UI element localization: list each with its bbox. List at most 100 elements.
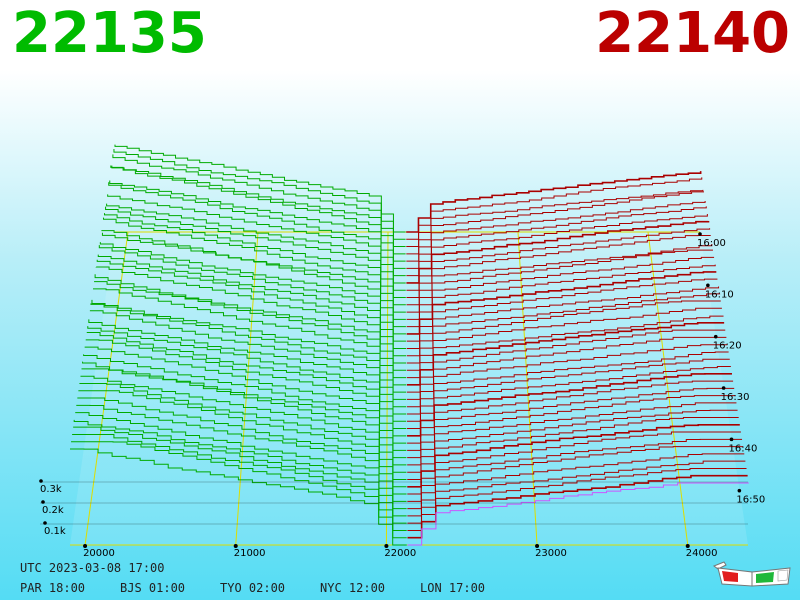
bid-depth-line-7 <box>107 194 406 284</box>
volume-tick-label-0: 0.1k <box>44 526 66 537</box>
price-tick-label-4: 24000 <box>686 548 718 559</box>
ask-depth-line-43 <box>407 482 749 546</box>
bid-depth-line-0 <box>114 144 406 233</box>
bid-depth-line-31 <box>82 361 407 459</box>
ask-depth-line-1 <box>406 177 703 240</box>
bid-depth-line-26 <box>87 326 407 422</box>
timezone-clocks: PAR 18:00 BJS 01:00 TYO 02:00 NYC 12:00 … <box>20 581 485 595</box>
ask-price: 22140 <box>595 1 790 66</box>
bid-depth-line-8 <box>106 203 406 291</box>
ask-depth-line-28 <box>407 373 732 437</box>
time-tick-label-5: 16:50 <box>736 495 765 506</box>
utc-time: UTC 2023-03-08 17:00 <box>20 561 165 575</box>
bid-depth-line-10 <box>104 213 406 306</box>
bid-depth-line-35 <box>78 390 407 488</box>
grid-line-price-3 <box>517 231 538 546</box>
ask-depth-line-12 <box>406 256 715 320</box>
volume-tick-label-1: 0.2k <box>42 505 64 516</box>
3d-glasses-icon[interactable] <box>712 560 794 590</box>
ask-depth-line-30 <box>407 387 735 451</box>
ask-depth-line-29 <box>407 380 734 444</box>
price-tick-label-1: 21000 <box>234 548 266 559</box>
bid-depth-line-28 <box>85 339 407 437</box>
price-tick-dot-3 <box>535 544 540 548</box>
bid-depth-line-13 <box>101 230 406 328</box>
bid-depth-line-20 <box>94 281 407 379</box>
volume-tick-dot-1 <box>41 500 45 504</box>
time-tick-dot-1 <box>706 283 710 288</box>
grid-line-price-1 <box>235 231 259 546</box>
ask-depth-line-42 <box>407 474 748 539</box>
ask-depth-line-14 <box>406 271 717 335</box>
bid-depth-line-37 <box>76 404 407 502</box>
bid-depth-line-1 <box>113 148 406 240</box>
bid-depth-line-32 <box>81 368 407 466</box>
bid-depth-line-23 <box>90 303 407 400</box>
clock-nyc: NYC 12:00 <box>320 581 386 595</box>
ask-depth-line-27 <box>407 366 731 430</box>
bid-depth-line-42 <box>71 441 407 539</box>
bid-depth-line-34 <box>79 382 407 480</box>
price-tick-dot-4 <box>685 544 690 548</box>
bid-depth-line-19 <box>94 274 407 371</box>
ask-depth-line-21 <box>406 322 725 386</box>
ask-depth-line-19 <box>406 307 722 371</box>
bid-depth-line-25 <box>88 319 407 415</box>
price-tick-dot-1 <box>233 544 238 548</box>
bid-depth-line-39 <box>73 419 407 517</box>
ask-depth-line-0 <box>406 171 702 233</box>
time-tick-dot-4 <box>729 437 734 442</box>
bid-depth-line-30 <box>83 354 407 451</box>
time-tick-dot-0 <box>698 232 702 236</box>
bid-price: 22135 <box>12 1 207 66</box>
time-tick-dot-2 <box>713 334 718 339</box>
ask-depth-line-8 <box>406 228 711 291</box>
bid-depth-line-12 <box>101 232 406 320</box>
time-tick-label-2: 16:20 <box>713 341 742 352</box>
ask-depth-line-10 <box>406 243 713 306</box>
time-tick-dot-3 <box>721 386 726 390</box>
bid-depth-line-2 <box>112 154 406 248</box>
ask-depth-line-16 <box>406 286 720 349</box>
grid-line-price-2 <box>385 231 389 546</box>
ask-depth-line-37 <box>407 438 743 502</box>
ask-depth-line-26 <box>406 358 730 422</box>
ask-depth-line-36 <box>407 431 741 495</box>
bid-depth-line-14 <box>99 242 406 335</box>
bid-depth-line-6 <box>108 182 406 277</box>
ask-depth-line-2 <box>406 189 704 248</box>
ask-depth-line-24 <box>406 344 728 408</box>
ask-depth-line-35 <box>407 423 740 488</box>
bid-depth-line-3 <box>111 165 406 255</box>
bid-depth-line-40 <box>73 426 407 524</box>
bid-depth-line-9 <box>105 206 406 299</box>
bid-depth-line-4 <box>110 165 406 262</box>
bid-depth-line-21 <box>93 288 407 386</box>
bid-depth-line-27 <box>86 332 407 430</box>
ask-depth-line-11 <box>406 249 713 313</box>
ask-depth-line-4 <box>406 200 706 262</box>
volume-tick-dot-2 <box>39 479 43 483</box>
ask-depth-line-9 <box>406 235 711 299</box>
bid-depth-line-24 <box>89 310 407 408</box>
ask-depth-line-18 <box>406 300 721 364</box>
bid-depth-line-22 <box>91 299 407 393</box>
ask-depth-line-41 <box>407 467 747 531</box>
bid-depth-line-29 <box>84 346 407 444</box>
ask-depth-line-20 <box>406 315 724 379</box>
price-tick-label-0: 20000 <box>83 548 115 559</box>
price-tick-dot-0 <box>83 544 88 548</box>
ask-depth-line-3 <box>406 191 705 255</box>
price-tick-label-3: 23000 <box>535 548 567 559</box>
ask-depth-line-31 <box>407 395 736 459</box>
ask-depth-line-34 <box>407 416 739 480</box>
time-tick-dot-5 <box>737 488 742 493</box>
ask-depth-line-22 <box>406 329 726 393</box>
bid-depth-line-43 <box>70 448 407 546</box>
bid-depth-line-38 <box>75 412 407 510</box>
ask-depth-line-25 <box>406 351 729 415</box>
volume-tick-label-2: 0.3k <box>40 484 62 495</box>
clock-bjs: BJS 01:00 <box>120 581 186 595</box>
ask-depth-line-40 <box>407 460 746 524</box>
